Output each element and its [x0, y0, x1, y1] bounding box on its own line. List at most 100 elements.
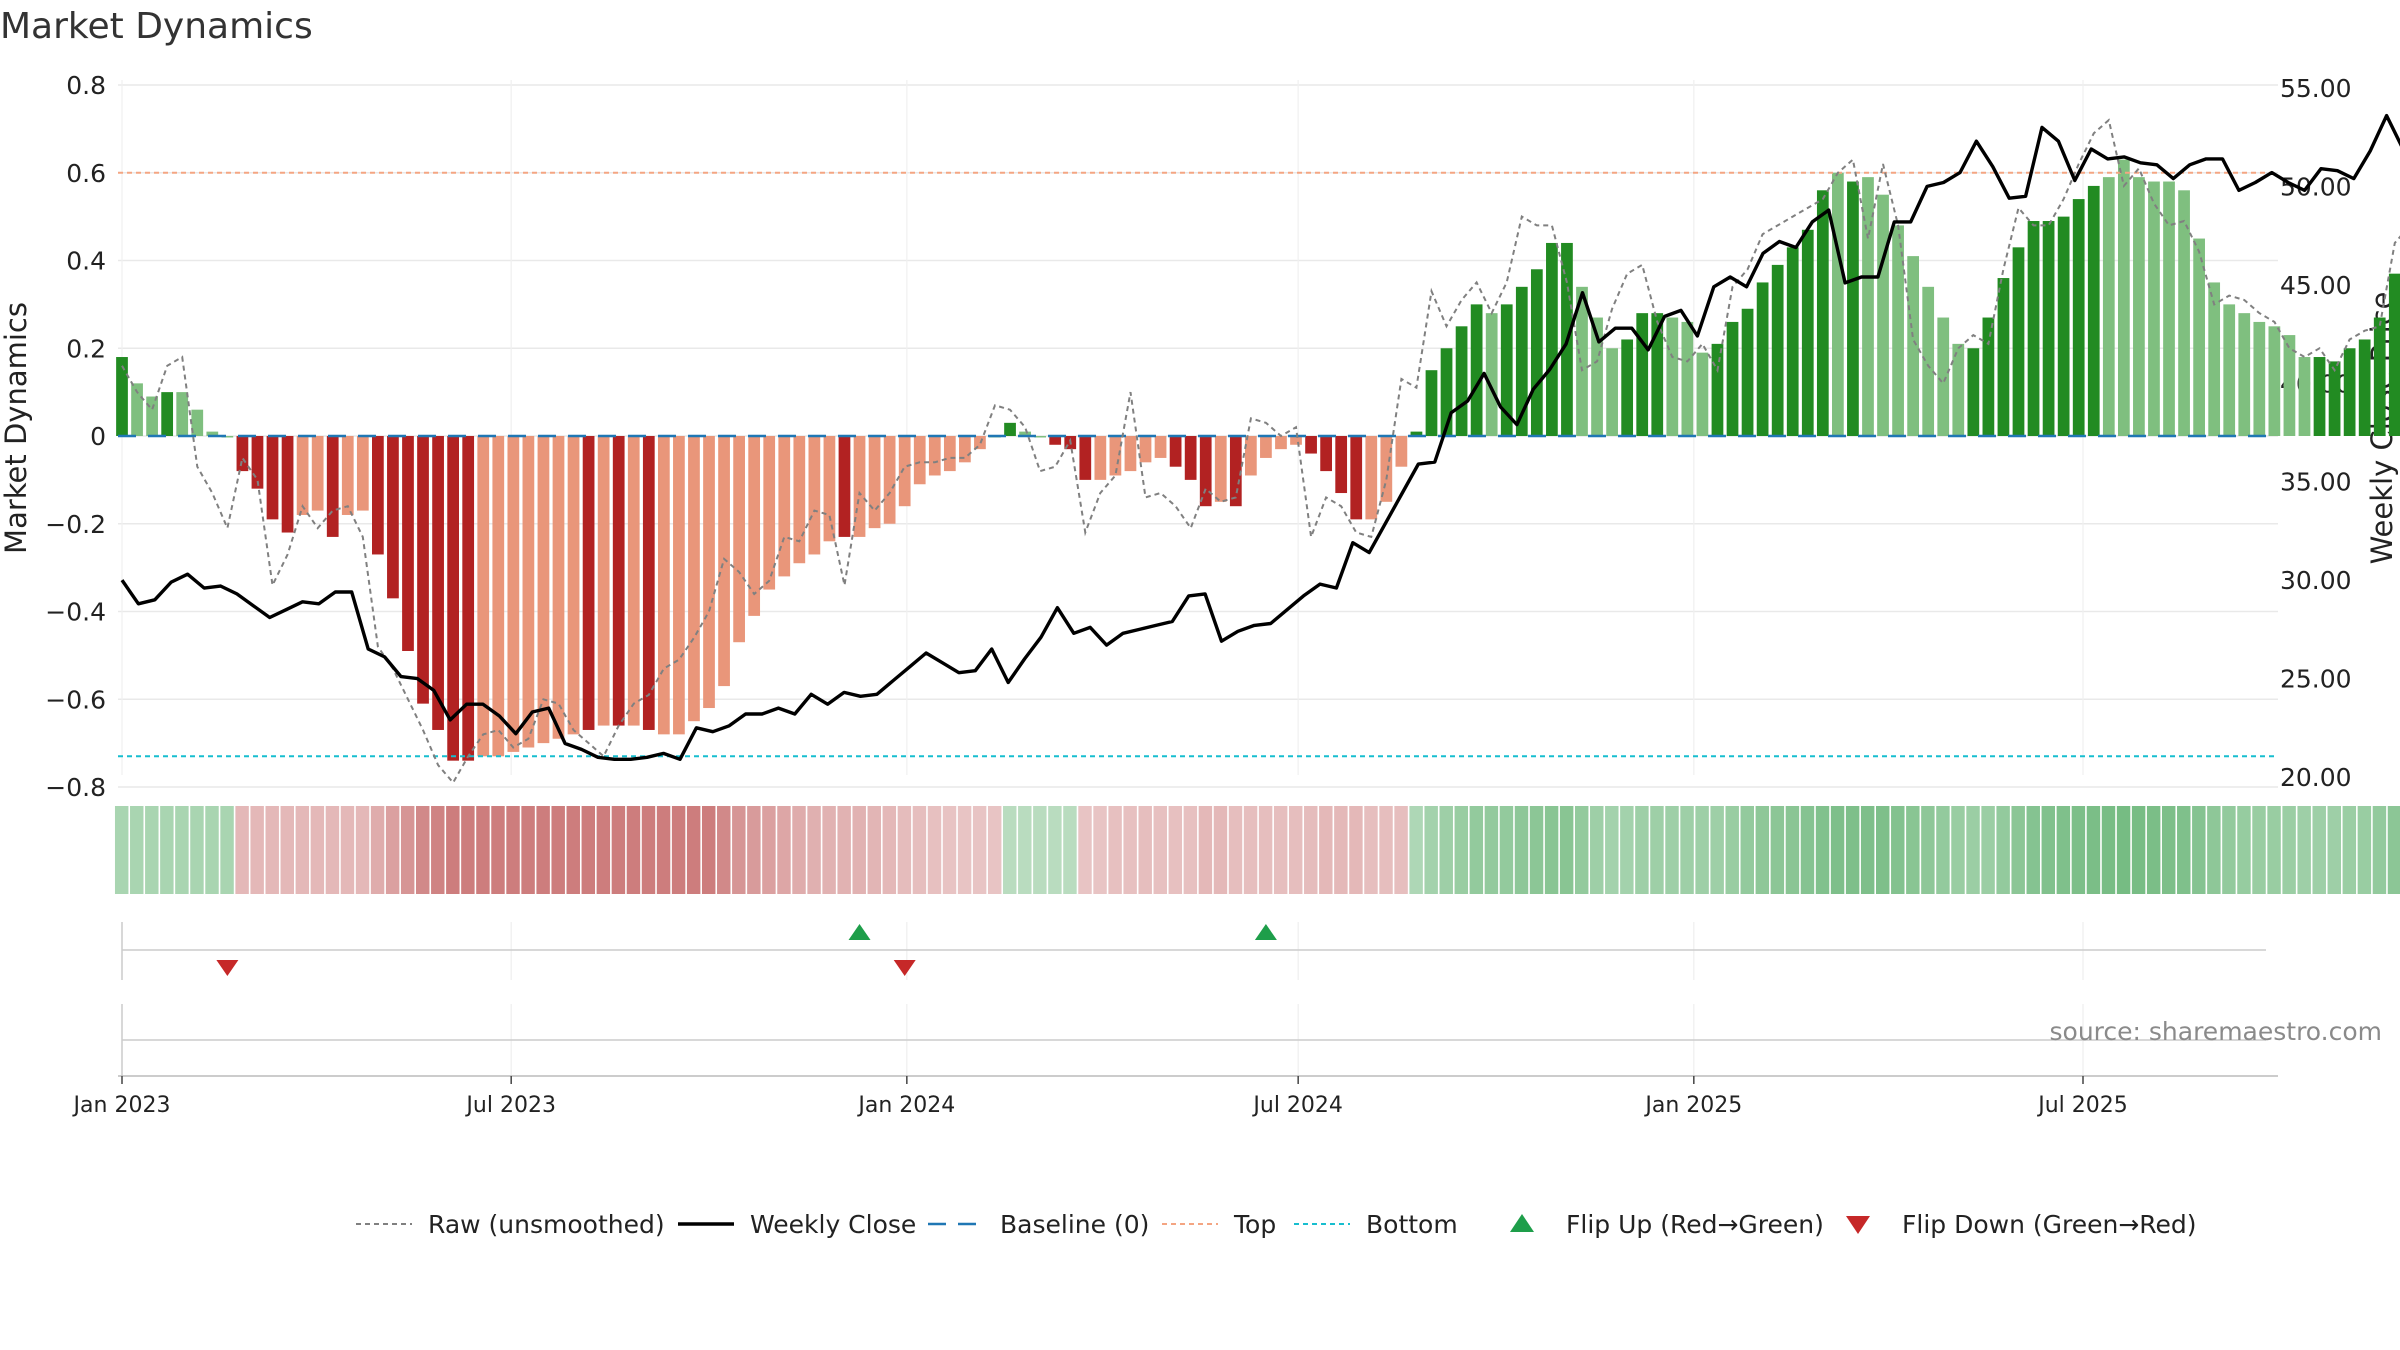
dynamics-bar: [1094, 436, 1107, 480]
dynamics-bar: [1425, 370, 1438, 436]
strip-cell: [1228, 806, 1243, 894]
strip-cell: [2222, 806, 2236, 894]
dynamics-bar: [2193, 238, 2205, 436]
dynamics-bar: [1154, 436, 1167, 458]
dynamics-bar: [928, 436, 941, 476]
dynamics-bar: [206, 431, 219, 436]
strip-cell: [1379, 806, 1393, 894]
dynamics-bar: [2358, 339, 2371, 436]
strip-cell: [1364, 806, 1378, 894]
dynamics-bar: [1786, 247, 1799, 436]
strip-cell: [1003, 806, 1017, 894]
strip-cell: [2312, 806, 2326, 894]
strip-cell: [732, 806, 746, 894]
strip-cell: [1574, 806, 1589, 894]
dynamics-bar: [1847, 181, 1859, 436]
strip-cell: [1725, 806, 1739, 894]
strip-cell: [461, 806, 475, 894]
dynamics-bar: [1515, 286, 1528, 436]
dynamics-bar: [1229, 436, 1242, 507]
dynamics-bar: [1365, 436, 1378, 520]
dynamics-bar: [2313, 357, 2326, 436]
dynamics-bar: [1305, 436, 1317, 454]
dynamics-bar: [1636, 313, 1649, 436]
dynamics-bar: [657, 436, 670, 735]
dynamics-bar: [281, 436, 294, 533]
legend-label: Flip Down (Green→Red): [1902, 1210, 2197, 1239]
dynamics-bar: [1109, 436, 1122, 476]
weekly-close-series: [120, 113, 2400, 761]
strip-cell: [1063, 806, 1077, 894]
left-tick-label: −0.6: [45, 685, 106, 714]
dynamics-bar: [2178, 190, 2190, 436]
dynamics-bar: [883, 436, 896, 524]
left-axis-label: Market Dynamics: [0, 302, 33, 554]
x-tick-label: Jan 2023: [72, 1093, 171, 1118]
dynamics-bar: [1410, 431, 1423, 436]
dynamics-bar: [2163, 181, 2175, 436]
dynamics-bar: [688, 436, 700, 722]
legend-label: Bottom: [1366, 1210, 1458, 1239]
chart-title: Market Dynamics: [0, 6, 313, 47]
strip-cell: [927, 806, 942, 894]
dynamics-bar: [2117, 159, 2130, 436]
strip-cell: [1304, 806, 1318, 894]
dynamics-bar: [582, 436, 595, 730]
dynamics-bar: [1726, 321, 1739, 436]
dynamics-bar: [2343, 348, 2356, 436]
strip-cell: [671, 806, 686, 894]
strip-cell: [867, 806, 882, 894]
strip-cell: [1981, 806, 1995, 894]
strip-cell: [2207, 806, 2221, 894]
strip-cell: [1018, 806, 1032, 894]
x-tick-label: Jul 2025: [2036, 1093, 2128, 1118]
strip-cell: [2056, 806, 2071, 894]
left-tick-label: −0.4: [45, 598, 106, 627]
flip-down-marker: [893, 960, 916, 976]
dynamics-bar: [1606, 348, 1618, 436]
strip-cell: [190, 806, 204, 894]
strip-cell: [1394, 806, 1408, 894]
strip-cell: [1891, 806, 1905, 894]
strip-cell: [1409, 806, 1423, 894]
dynamics-bar: [1877, 194, 1889, 436]
strip-cell: [2342, 806, 2357, 894]
strip-cell: [1153, 806, 1167, 894]
dynamics-bar: [913, 436, 926, 485]
strip-cell: [1815, 806, 1830, 894]
dynamics-bar: [462, 436, 475, 761]
strip-cell: [1996, 806, 2010, 894]
strip-cell: [2131, 806, 2146, 894]
dynamics-bar: [1546, 242, 1558, 436]
regime-heat-strip: [114, 806, 2400, 894]
strip-cell: [416, 806, 430, 894]
strip-cell: [1258, 806, 1273, 894]
dynamics-bar: [748, 436, 761, 616]
right-tick-label: 25.00: [2280, 665, 2352, 694]
dynamics-bar: [146, 396, 158, 436]
dynamics-bar: [1124, 436, 1137, 472]
strip-cell: [205, 806, 219, 894]
strip-cell: [1529, 806, 1544, 894]
strip-cell: [1243, 806, 1258, 894]
strip-cell: [1288, 806, 1303, 894]
strip-cell: [2252, 806, 2266, 894]
strip-cell: [1093, 806, 1107, 894]
strip-cell: [1620, 806, 1634, 894]
dynamics-bar: [1440, 348, 1453, 436]
dynamics-bar: [1666, 317, 1679, 436]
dynamics-bar: [296, 436, 309, 515]
dynamics-bar: [1741, 308, 1754, 436]
left-tick-label: 0.4: [66, 247, 106, 276]
dynamics-bar: [1455, 326, 1468, 436]
strip-cell: [476, 806, 490, 894]
left-tick-label: −0.2: [45, 510, 106, 539]
dynamics-bar: [1049, 436, 1062, 445]
legend-swatch: [1510, 1214, 1534, 1232]
dynamics-bar: [1711, 343, 1724, 436]
dynamics-bar: [417, 436, 429, 704]
dynamics-bar: [868, 436, 881, 529]
strip-cell: [701, 806, 716, 894]
strip-cell: [912, 806, 927, 894]
strip-cell: [626, 806, 641, 894]
